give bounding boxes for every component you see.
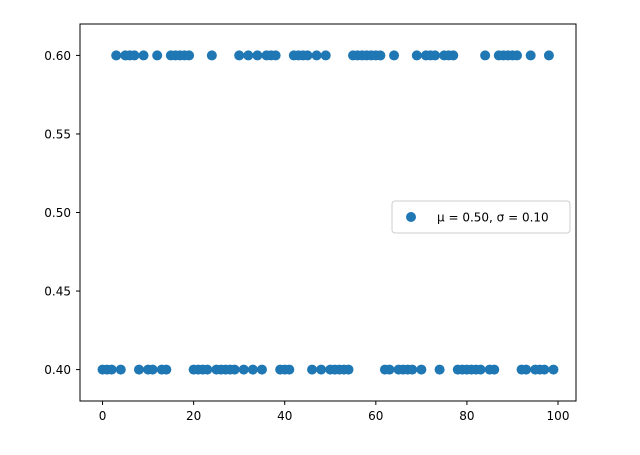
x-tick-label: 80 bbox=[459, 409, 474, 423]
y-tick-label: 0.45 bbox=[44, 285, 71, 299]
data-point bbox=[284, 364, 295, 375]
data-point bbox=[384, 364, 395, 375]
data-point bbox=[202, 364, 213, 375]
y-tick-label: 0.55 bbox=[44, 127, 71, 141]
data-point bbox=[316, 364, 327, 375]
data-point bbox=[543, 50, 554, 61]
data-point bbox=[184, 50, 195, 61]
data-point bbox=[302, 50, 313, 61]
data-point bbox=[416, 364, 427, 375]
x-tick-label: 40 bbox=[277, 409, 292, 423]
y-axis: 0.40 0.45 0.50 0.55 0.60 bbox=[44, 49, 80, 377]
data-point bbox=[375, 50, 386, 61]
data-point bbox=[411, 50, 422, 61]
data-point bbox=[521, 364, 532, 375]
data-point bbox=[138, 50, 149, 61]
data-point bbox=[129, 50, 140, 61]
data-point bbox=[115, 364, 126, 375]
data-point bbox=[548, 364, 559, 375]
y-tick-label: 0.50 bbox=[44, 206, 71, 220]
data-point bbox=[206, 50, 217, 61]
data-point bbox=[106, 364, 117, 375]
data-point bbox=[311, 50, 322, 61]
y-tick-label: 0.40 bbox=[44, 363, 71, 377]
data-point bbox=[307, 364, 318, 375]
data-point bbox=[238, 364, 249, 375]
data-point bbox=[243, 50, 254, 61]
x-tick-label: 20 bbox=[186, 409, 201, 423]
x-axis: 0 20 40 60 80 100 bbox=[99, 401, 570, 423]
data-point bbox=[147, 364, 158, 375]
data-point bbox=[512, 50, 523, 61]
data-point bbox=[434, 364, 445, 375]
legend-box bbox=[391, 200, 571, 234]
x-tick-label: 0 bbox=[99, 409, 107, 423]
y-tick-label: 0.60 bbox=[44, 49, 71, 63]
data-point bbox=[448, 50, 459, 61]
data-point bbox=[480, 50, 491, 61]
data-point bbox=[252, 50, 263, 61]
data-point bbox=[256, 364, 267, 375]
legend-marker bbox=[406, 212, 416, 222]
legend: μ = 0.50, σ = 0.10 bbox=[391, 200, 571, 234]
x-tick-label: 100 bbox=[547, 409, 570, 423]
data-point bbox=[389, 50, 400, 61]
data-point bbox=[320, 50, 331, 61]
data-point bbox=[152, 50, 163, 61]
data-point bbox=[430, 50, 441, 61]
data-point bbox=[234, 50, 245, 61]
data-point bbox=[539, 364, 550, 375]
legend-label: μ = 0.50, σ = 0.10 bbox=[437, 211, 549, 225]
data-points bbox=[97, 50, 559, 375]
data-point bbox=[133, 364, 144, 375]
data-point bbox=[161, 364, 172, 375]
data-point bbox=[489, 364, 500, 375]
data-point bbox=[475, 364, 486, 375]
data-point bbox=[270, 50, 281, 61]
data-point bbox=[525, 50, 536, 61]
data-point bbox=[229, 364, 240, 375]
data-point bbox=[343, 364, 354, 375]
data-point bbox=[407, 364, 418, 375]
x-tick-label: 60 bbox=[368, 409, 383, 423]
data-point bbox=[111, 50, 122, 61]
data-point bbox=[247, 364, 258, 375]
